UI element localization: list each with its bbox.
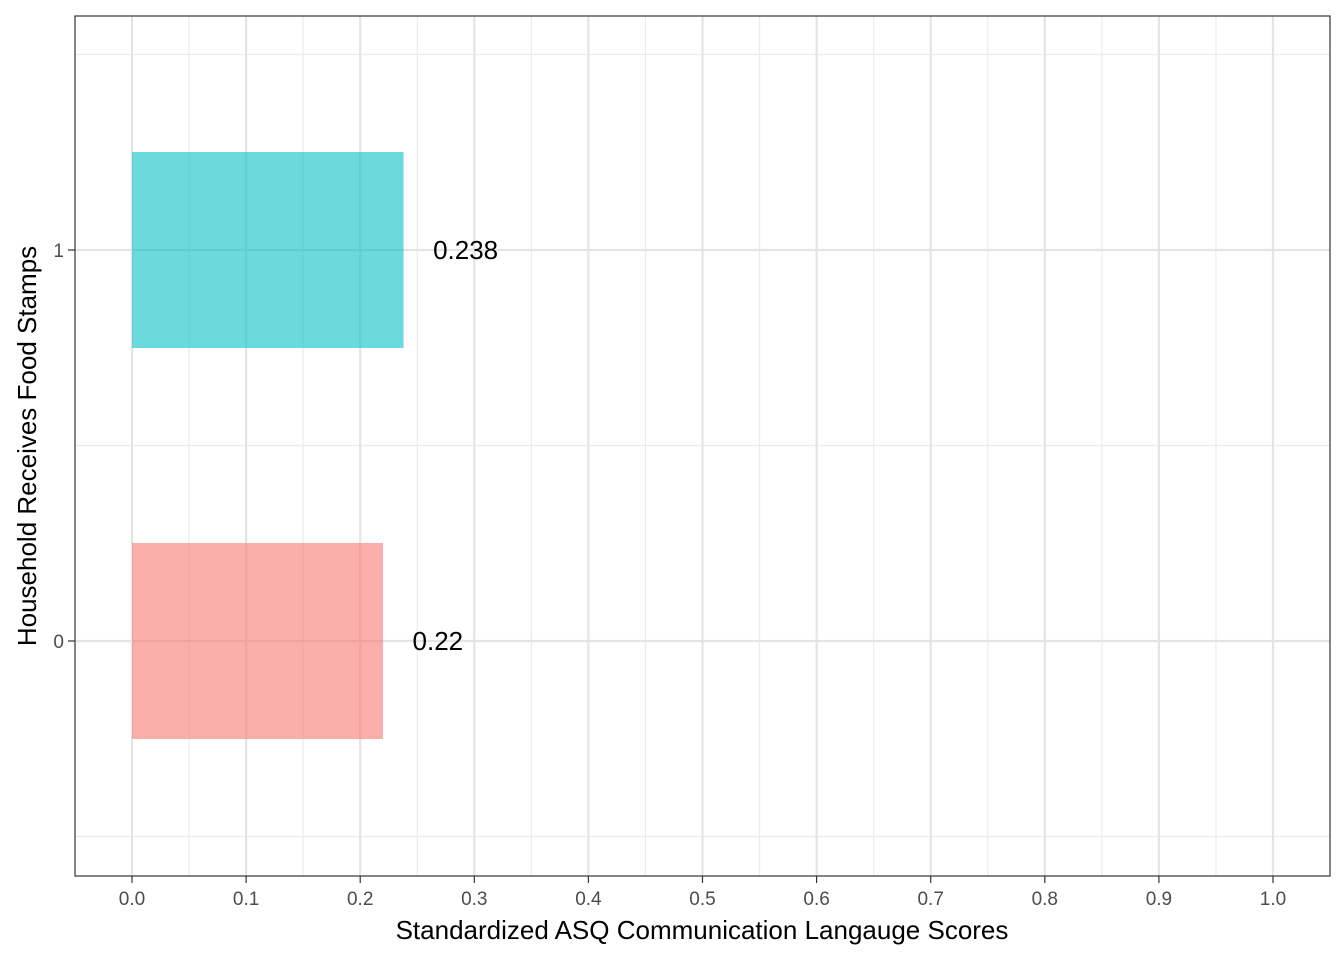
- x-tick-label: 0.8: [1032, 889, 1058, 910]
- x-tick-label: 0.2: [347, 889, 373, 910]
- x-axis: 0.0 0.1 0.2 0.3 0.4 0.5 0.6 0.7 0.8 0.9 1.0: [119, 876, 1286, 910]
- x-tick-label: 0.6: [803, 889, 829, 910]
- x-tick-label: 0.0: [119, 889, 145, 910]
- data-label-0: 0.22: [413, 626, 464, 656]
- x-tick-label: 0.7: [917, 889, 943, 910]
- bars: [132, 152, 404, 739]
- y-tick-label: 0: [53, 632, 64, 653]
- x-tick-label: 0.5: [689, 889, 715, 910]
- y-axis: 01: [53, 241, 75, 653]
- data-labels: 0.22 0.238: [413, 235, 499, 656]
- x-tick-label: 0.9: [1146, 889, 1172, 910]
- bar-0: [132, 543, 384, 739]
- bar-1: [132, 152, 404, 348]
- x-tick-label: 1.0: [1260, 889, 1286, 910]
- x-tick-label: 0.4: [575, 889, 602, 910]
- y-tick-label: 1: [53, 241, 64, 262]
- x-tick-label: 0.1: [233, 889, 259, 910]
- x-axis-title: Standardized ASQ Communication Langauge …: [396, 915, 1009, 945]
- y-axis-title: Household Receives Food Stamps: [12, 246, 42, 646]
- data-label-1: 0.238: [433, 235, 498, 265]
- x-tick-label: 0.3: [461, 889, 487, 910]
